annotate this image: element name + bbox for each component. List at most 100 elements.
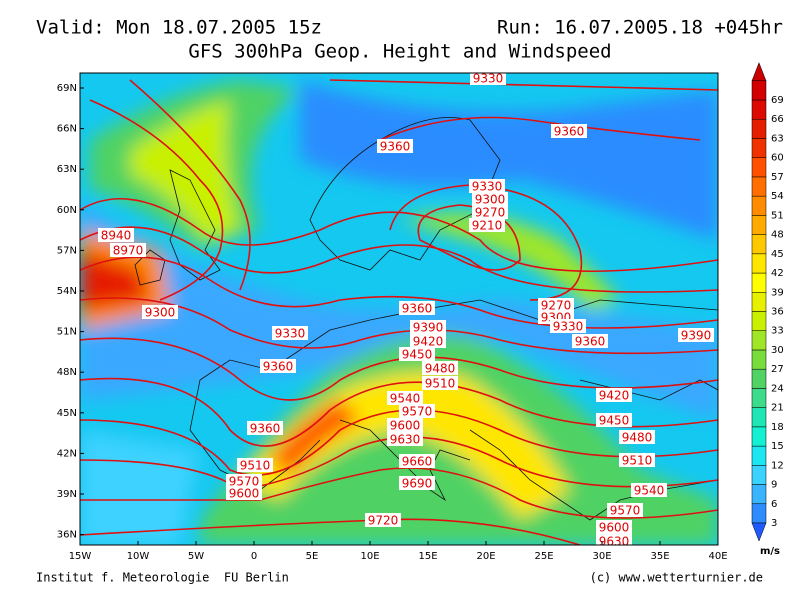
map-frame xyxy=(79,72,719,546)
lon-label: 15W xyxy=(69,551,92,562)
lat-label: 60N xyxy=(57,205,77,216)
contour-label: 9450 xyxy=(599,414,630,428)
contour-label-box xyxy=(226,474,262,488)
contour-label: 9420 xyxy=(413,335,444,349)
contour-label-box xyxy=(596,520,632,534)
colorbar-label: 69 xyxy=(771,95,784,106)
lon-label: 5W xyxy=(188,551,204,562)
colorbar-segment xyxy=(751,234,767,255)
contour-label-box xyxy=(596,534,632,545)
contour-label: 9360 xyxy=(402,302,433,316)
colorbar-label: 60 xyxy=(771,153,784,164)
contour-label-box xyxy=(410,334,446,348)
contour-label: 9330 xyxy=(275,327,306,341)
lat-label: 57N xyxy=(57,245,77,256)
colorbar-label: 9 xyxy=(771,480,777,491)
contour-label-box xyxy=(387,391,423,405)
lon-label: 30E xyxy=(592,551,611,562)
colorbar-segment xyxy=(751,330,767,351)
colorbar-segment xyxy=(751,138,767,158)
colorbar-label: 42 xyxy=(771,268,784,279)
colorbar-high-arrow xyxy=(751,62,767,82)
contour-label-box xyxy=(399,301,435,315)
colorbar-segment xyxy=(751,465,767,485)
colorbar-label: 15 xyxy=(771,441,784,452)
colorbar-segment xyxy=(751,349,767,370)
contour-label: 9630 xyxy=(599,535,630,549)
contour-label: 9480 xyxy=(622,431,653,445)
contour-label-box xyxy=(110,243,146,257)
contour-label: 9570 xyxy=(610,504,641,518)
colorbar-segment xyxy=(751,388,767,408)
colorbar-segment xyxy=(751,426,767,447)
contour-label-box xyxy=(472,205,508,219)
colorbar-label: 66 xyxy=(771,114,784,125)
colorbar-label: 6 xyxy=(771,499,777,510)
contour-label: 9540 xyxy=(390,392,421,406)
colorbar-segment xyxy=(751,253,767,274)
contour-label: 9360 xyxy=(554,125,585,139)
lon-label: 40E xyxy=(708,551,727,562)
lat-label: 39N xyxy=(57,489,77,500)
contour-label: 9300 xyxy=(475,193,506,207)
colorbar-label: 48 xyxy=(771,230,784,241)
lat-label: 69N xyxy=(57,83,77,94)
contour-label: 9210 xyxy=(472,219,503,233)
contour-label-box xyxy=(572,334,608,348)
contour-label-box xyxy=(399,347,435,361)
contour-label: 9270 xyxy=(475,206,506,220)
contour-label: 9630 xyxy=(390,433,421,447)
colorbar-segment xyxy=(751,195,767,216)
contour-label-box xyxy=(399,404,435,418)
contour-label: 8970 xyxy=(113,244,144,258)
contour-label: 9360 xyxy=(250,422,281,436)
contour-label-box xyxy=(237,458,273,472)
contour-label-box xyxy=(596,388,632,402)
colorbar-segment xyxy=(751,292,767,312)
colorbar-segment xyxy=(751,311,767,331)
lat-label: 45N xyxy=(57,408,77,419)
contour-label: 9510 xyxy=(425,377,456,391)
colorbar-segment xyxy=(751,484,767,505)
contour-label-box xyxy=(387,432,423,446)
lon-label: 15E xyxy=(418,551,437,562)
colorbar-label: 18 xyxy=(771,422,784,433)
contour-label-box xyxy=(469,218,505,232)
wind-field xyxy=(80,80,718,545)
contour-label-box xyxy=(470,73,506,85)
contour-label-box xyxy=(399,476,435,490)
contour-label: 9390 xyxy=(413,321,444,335)
colorbar-label: 27 xyxy=(771,364,784,375)
lat-label: 63N xyxy=(57,164,77,175)
contour-label: 9330 xyxy=(472,180,503,194)
colorbar-segment xyxy=(751,118,767,139)
contour-label-box xyxy=(631,483,667,497)
axes: 69N 66N 63N 60N 57N 54N 51N 48N 45N 42N 39N 36N 15W 1… xyxy=(57,83,728,562)
colorbar-low-arrow xyxy=(751,522,767,542)
colorbar: 3691215182124273033363942454851545760636… xyxy=(751,62,784,557)
lat-label: 54N xyxy=(57,286,77,297)
lon-label: 35E xyxy=(650,551,669,562)
colorbar-segment xyxy=(751,445,767,466)
lon-label: 10E xyxy=(360,551,379,562)
colorbar-label: 63 xyxy=(771,133,784,144)
colorbar-unit: m/s xyxy=(760,546,780,557)
footer-copyright: (c) www.wetterturnier.de xyxy=(590,571,763,585)
lon-label: 0 xyxy=(251,551,257,562)
colorbar-segment xyxy=(751,215,767,235)
contour-label-box xyxy=(538,298,574,312)
contour-label: 9510 xyxy=(240,459,271,473)
contour-label: 9600 xyxy=(390,419,421,433)
contour-label: 9390 xyxy=(681,329,712,343)
contour-label-box xyxy=(260,359,296,373)
contour-label: 9570 xyxy=(229,475,260,489)
contour-label-box xyxy=(551,124,587,138)
colorbar-label: 54 xyxy=(771,191,784,202)
lat-label: 51N xyxy=(57,327,77,338)
colorbar-label: 45 xyxy=(771,249,784,260)
contour-label-box xyxy=(596,413,632,427)
colorbar-segment xyxy=(751,157,767,178)
contour-label: 9450 xyxy=(402,348,433,362)
contour-label: 9600 xyxy=(599,521,630,535)
